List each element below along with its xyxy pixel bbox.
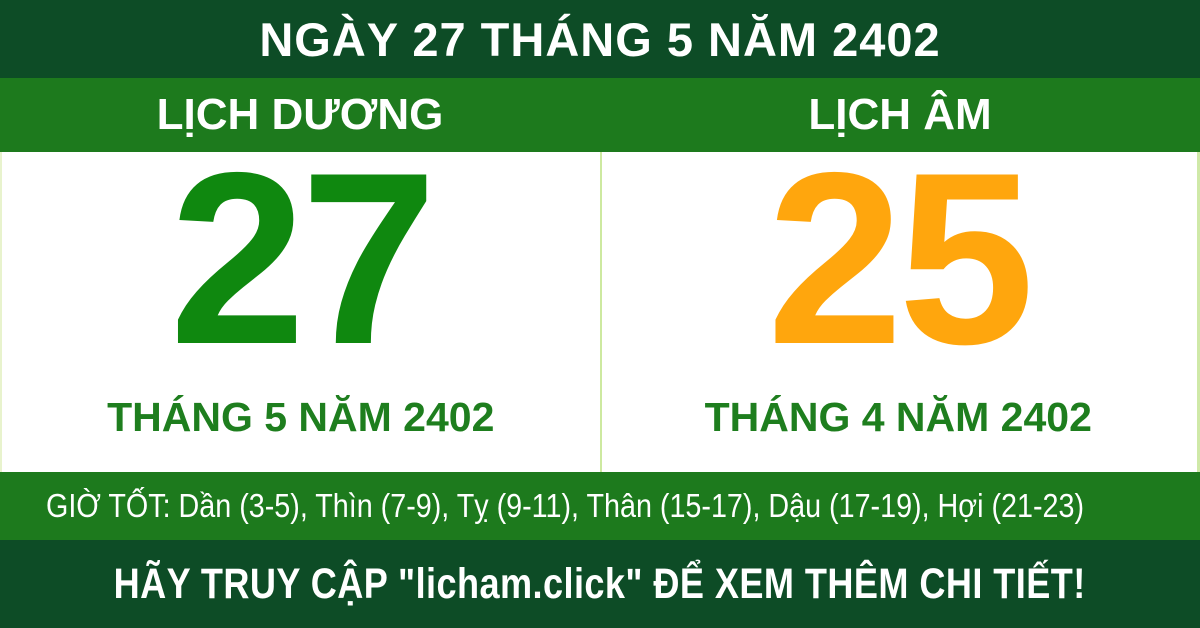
lunar-calendar-label: LỊCH ÂM [808, 90, 992, 139]
good-hours-bar: GIỜ TỐT: Dần (3-5), Thìn (7-9), Tỵ (9-11… [0, 472, 1200, 540]
good-hours-text: GIỜ TỐT: Dần (3-5), Thìn (7-9), Tỵ (9-11… [46, 487, 1085, 524]
calendar-body: 27 THÁNG 5 NĂM 2402 25 THÁNG 4 NĂM 2402 [0, 121, 1200, 472]
footer-cta[interactable]: HÃY TRUY CẬP "licham.click" ĐỂ XEM THÊM … [113, 559, 1087, 608]
page-title: NGÀY 27 THÁNG 5 NĂM 2402 [259, 12, 941, 66]
calendar-type-bar: LỊCH DƯƠNG LỊCH ÂM [0, 78, 1200, 152]
lunar-calendar-panel: 25 THÁNG 4 NĂM 2402 [600, 121, 1198, 472]
solar-calendar-label: LỊCH DƯƠNG [156, 90, 444, 139]
solar-month-year: THÁNG 5 NĂM 2402 [107, 394, 495, 440]
lunar-month-year: THÁNG 4 NĂM 2402 [704, 394, 1092, 440]
column-divider [600, 152, 602, 472]
header-bar: NGÀY 27 THÁNG 5 NĂM 2402 [0, 0, 1200, 78]
solar-calendar-panel: 27 THÁNG 5 NĂM 2402 [2, 121, 600, 472]
solar-day-number: 27 [169, 121, 437, 395]
lunar-day-number: 25 [766, 121, 1035, 395]
footer-bar: HÃY TRUY CẬP "licham.click" ĐỂ XEM THÊM … [0, 540, 1200, 628]
